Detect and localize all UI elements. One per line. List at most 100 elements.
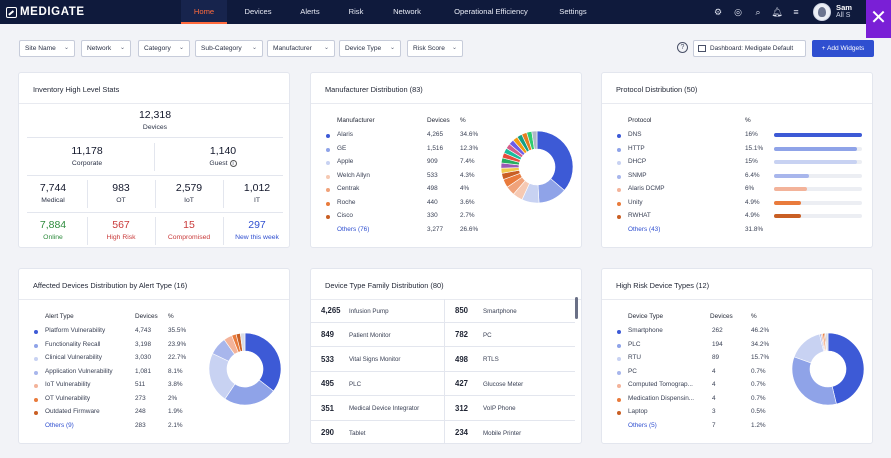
others-link[interactable]: Others (5)	[628, 421, 657, 429]
table-row[interactable]: Laptop 3 0.5%	[602, 408, 782, 422]
stat-new-this-week[interactable]: 297 New this week	[227, 219, 287, 241]
help-icon[interactable]: ?	[677, 42, 688, 53]
table-row[interactable]: Alaris 4,265 34.6%	[311, 131, 491, 145]
table-row[interactable]: GE 1,516 12.3%	[311, 145, 491, 159]
stat-it[interactable]: 1,012 IT	[227, 182, 287, 204]
table-row[interactable]: Unity 4.9%	[602, 199, 872, 212]
manufacturer-donut-chart[interactable]	[499, 129, 575, 205]
table-row[interactable]: OT Vulnerability 273 2%	[19, 395, 199, 409]
table-row[interactable]: Welch Allyn 533 4.3%	[311, 172, 491, 186]
filter-risk-score[interactable]: Risk Score ⌄	[407, 40, 463, 57]
tab-home[interactable]: Home	[181, 0, 227, 24]
donut-slice[interactable]	[791, 356, 837, 406]
filter-network[interactable]: Network ⌄	[81, 40, 131, 57]
filter-icon[interactable]: ≡	[793, 7, 799, 17]
tab-settings[interactable]: Settings	[559, 7, 587, 16]
table-row[interactable]: Outdated Firmware 248 1.9%	[19, 408, 199, 422]
table-row[interactable]: IoT Vulnerability 511 3.8%	[19, 381, 199, 395]
inventory-stats-card: Inventory High Level Stats 12,318 Device…	[18, 72, 290, 248]
filter-category[interactable]: Category ⌄	[138, 40, 190, 57]
stat-medical[interactable]: 7,744 Medical	[23, 182, 83, 204]
device-family-cell[interactable]: 351 Medical Device Integrator	[311, 397, 444, 421]
table-row[interactable]: DNS 16%	[602, 131, 872, 144]
medigate-logo[interactable]: MEDIGATE	[6, 5, 85, 19]
table-row-others[interactable]: Others (9) 283 2.1%	[19, 422, 199, 436]
table-row[interactable]: Medication Dispensin... 4 0.7%	[602, 395, 782, 409]
tab-network[interactable]: Network	[393, 7, 421, 16]
table-row-others[interactable]: Others (43) 31.8%	[602, 226, 872, 239]
tab-alerts[interactable]: Alerts	[300, 7, 320, 16]
others-link[interactable]: Others (9)	[45, 421, 74, 429]
table-row[interactable]: Platform Vulnerability 4,743 35.5%	[19, 327, 199, 341]
device-family-cell[interactable]: 495 PLC	[311, 372, 444, 397]
table-row[interactable]: Smartphone 262 46.2%	[602, 327, 782, 341]
device-family-cell[interactable]: 4,265 Infusion Pump	[311, 299, 444, 323]
bell-icon[interactable]: 🔔︎	[771, 7, 783, 17]
device-family-cell[interactable]: 782 PC	[445, 323, 575, 348]
table-row[interactable]: Cisco 330 2.7%	[311, 212, 491, 226]
table-row[interactable]: SNMP 6.4%	[602, 172, 872, 185]
device-family-cell[interactable]: 850 Smartphone	[445, 299, 575, 323]
donut-slice[interactable]	[824, 332, 829, 352]
filter-site-name[interactable]: Site Name ⌄	[19, 40, 75, 57]
donut-slice[interactable]	[536, 130, 574, 191]
others-link[interactable]: Others (43)	[628, 225, 661, 233]
tab-devices[interactable]: Devices	[244, 7, 272, 16]
close-icon[interactable]: ✕	[866, 0, 891, 38]
table-row[interactable]: Centrak 498 4%	[311, 185, 491, 199]
avatar[interactable]	[813, 3, 831, 21]
filter-device-type[interactable]: Device Type ⌄	[339, 40, 401, 57]
table-row[interactable]: PC 4 0.7%	[602, 368, 782, 382]
settings-gear-icon[interactable]: ⚙	[713, 7, 723, 17]
stat-high-risk[interactable]: 567 High Risk	[91, 219, 151, 241]
table-row[interactable]: Apple 909 7.4%	[311, 158, 491, 172]
alert-donut-chart[interactable]	[207, 331, 283, 407]
device-family-cell[interactable]: 849 Patient Monitor	[311, 323, 444, 348]
search-icon[interactable]: ⌕	[755, 7, 761, 17]
device-count: 495	[321, 379, 335, 389]
table-row[interactable]: RTU 89 15.7%	[602, 354, 782, 368]
table-row[interactable]: Roche 440 3.6%	[311, 199, 491, 213]
scrollbar[interactable]	[575, 297, 578, 319]
table-row[interactable]: Functionality Recall 3,198 23.9%	[19, 341, 199, 355]
stat-online[interactable]: 7,884 Online	[23, 219, 83, 241]
tab-risk[interactable]: Risk	[348, 7, 364, 16]
stat-compromised[interactable]: 15 Compromised	[159, 219, 219, 241]
stat-guest[interactable]: 1,140 Guest i	[183, 145, 263, 167]
table-row[interactable]: Computed Tomograp... 4 0.7%	[602, 381, 782, 395]
tab-operational-efficiency[interactable]: Operational Efficiency	[454, 7, 528, 16]
donut-slice[interactable]	[793, 333, 825, 364]
info-icon[interactable]: i	[229, 160, 237, 167]
add-widgets-button[interactable]: + Add Widgets	[812, 40, 874, 57]
donut-slice[interactable]	[531, 130, 538, 150]
device-family-cell[interactable]: 312 VoIP Phone	[445, 397, 575, 421]
stat-ot[interactable]: 983 OT	[91, 182, 151, 204]
stat-total-devices[interactable]: 12,318 Devices	[115, 109, 195, 131]
table-row[interactable]: Application Vulnerability 1,081 8.1%	[19, 368, 199, 382]
table-row[interactable]: Alaris DCMP 6%	[602, 185, 872, 198]
device-family-cell[interactable]: 533 Vital Signs Monitor	[311, 348, 444, 372]
donut-slice[interactable]	[244, 332, 282, 392]
stat-corporate[interactable]: 11,178 Corporate	[47, 145, 127, 167]
high-risk-donut-chart[interactable]	[790, 331, 866, 407]
table-row[interactable]: Clinical Vulnerability 3,030 22.7%	[19, 354, 199, 368]
device-family-cell[interactable]: 290 Tablet	[311, 421, 444, 443]
user-badge-icon[interactable]: ◎	[734, 7, 742, 17]
table-row-others[interactable]: Others (76) 3,277 26.6%	[311, 226, 491, 240]
donut-slice[interactable]	[239, 332, 246, 352]
others-link[interactable]: Others (76)	[337, 225, 370, 233]
stat-iot[interactable]: 2,579 IoT	[159, 182, 219, 204]
table-row[interactable]: RWHAT 4.9%	[602, 212, 872, 225]
donut-slice[interactable]	[827, 332, 865, 405]
table-row-others[interactable]: Others (5) 7 1.2%	[602, 422, 782, 436]
dashboard-select[interactable]: Dashboard: Medigate Default	[693, 40, 806, 57]
filter-manufacturer[interactable]: Manufacturer ⌄	[267, 40, 335, 57]
filter-sub-category[interactable]: Sub-Category ⌄	[195, 40, 263, 57]
device-family-cell[interactable]: 234 Mobile Printer	[445, 421, 575, 443]
table-row[interactable]: HTTP 15.1%	[602, 145, 872, 158]
device-family-cell[interactable]: 427 Glucose Meter	[445, 372, 575, 397]
table-row[interactable]: DHCP 15%	[602, 158, 872, 171]
device-family-cell[interactable]: 498 RTLS	[445, 348, 575, 372]
user-name[interactable]: Sam	[836, 3, 853, 12]
table-row[interactable]: PLC 194 34.2%	[602, 341, 782, 355]
